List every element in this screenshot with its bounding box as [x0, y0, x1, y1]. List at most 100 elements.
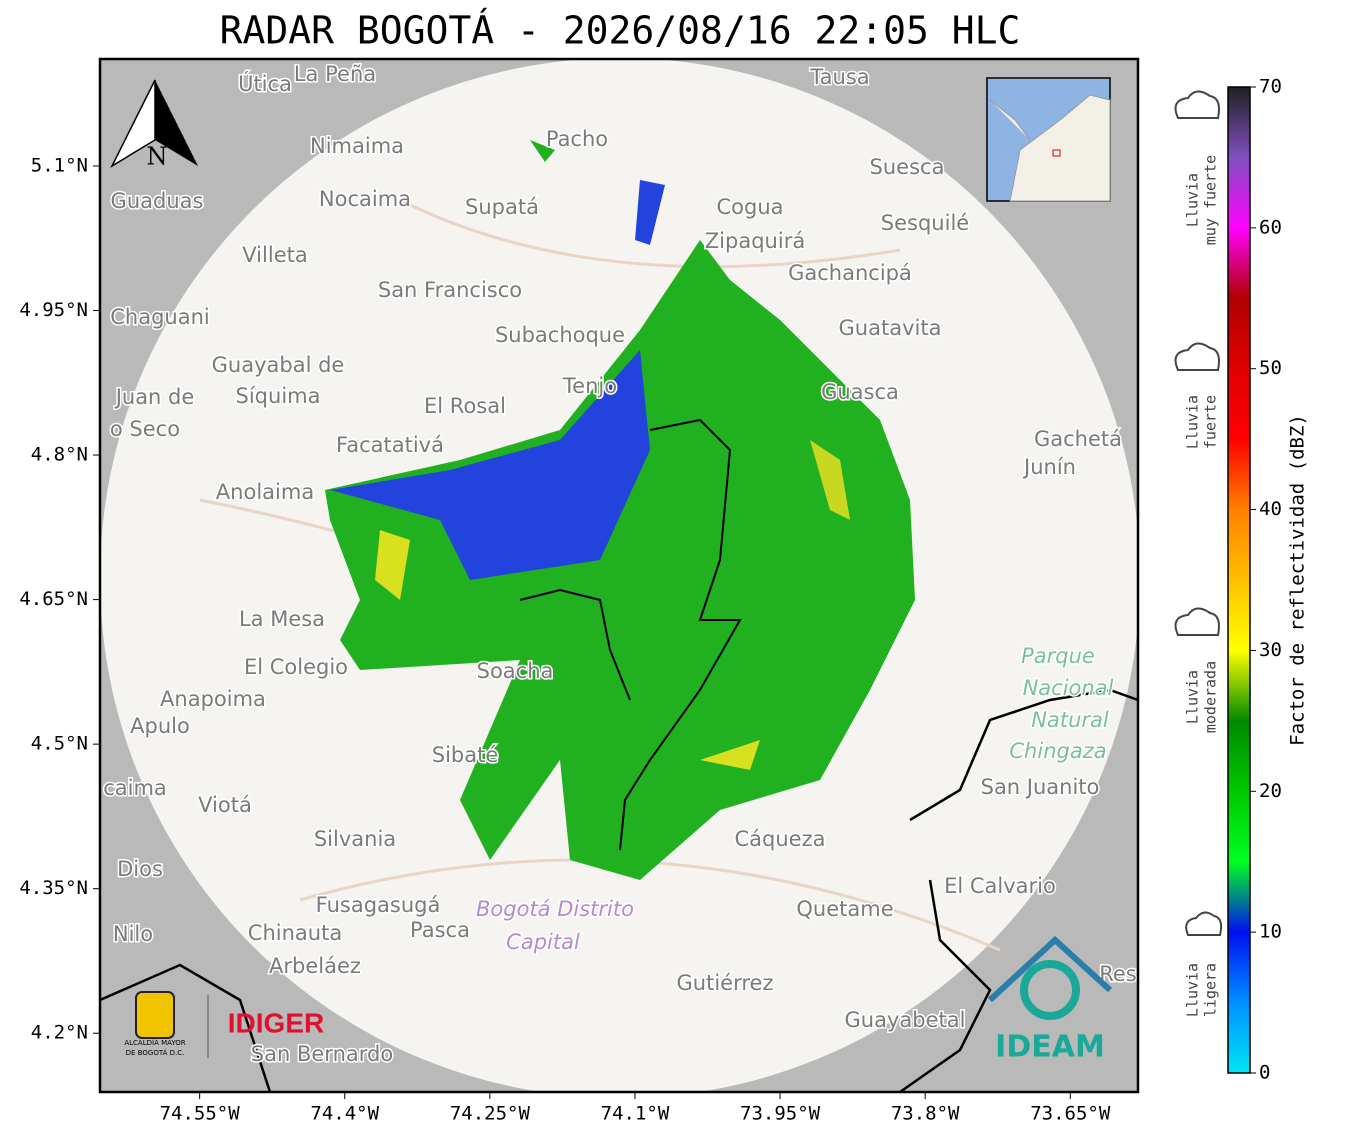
y-tick-label: 4.65°N	[19, 588, 88, 610]
colorbar-tick-label: 70	[1259, 76, 1282, 98]
colorbar-tick-label: 30	[1259, 639, 1282, 661]
y-tick-label: 4.2°N	[31, 1022, 88, 1044]
y-tick-label: 4.95°N	[19, 299, 88, 321]
place-label: Nilo	[113, 922, 153, 946]
map: Útica La Peña Tausa Pacho Nimaima Guaduas Noca…	[100, 59, 1138, 1092]
colorbar	[1227, 86, 1251, 1074]
y-tick-label: 4.5°N	[31, 733, 88, 755]
rain-level-label: Lluvia	[1184, 395, 1202, 449]
colorbar-axis: 0 10 20 30 40 50 60 70	[1250, 76, 1282, 1084]
north-label: N	[147, 143, 168, 171]
place-label: Apulo	[130, 714, 190, 738]
place-label: Nacional	[1023, 676, 1114, 700]
place-label: Zipaquirá	[705, 229, 805, 253]
place-label: Sesquilé	[881, 211, 969, 235]
place-label: Nimaima	[310, 134, 404, 158]
radar-echo	[325, 140, 915, 880]
place-label: o Seco	[110, 417, 180, 441]
place-label: Sibaté	[432, 743, 499, 767]
place-label: Gutiérrez	[677, 971, 774, 995]
place-label: Subachoque	[495, 323, 625, 347]
place-label: Guayabal de	[212, 353, 345, 377]
rain-level-label: fuerte	[1202, 395, 1220, 449]
title: RADAR BOGOTÁ - 2026/08/16 22:05 HLC	[220, 9, 1021, 53]
x-tick-label: 73.95°W	[740, 1103, 821, 1125]
place-label: San Francisco	[378, 278, 522, 302]
colorbar-tick-label: 40	[1259, 498, 1282, 520]
rain-level-label: moderada	[1202, 661, 1220, 733]
place-label: Facatativá	[336, 433, 444, 457]
place-label: Útica	[238, 71, 292, 96]
place-label: Pasca	[410, 918, 470, 942]
place-label: Nocaima	[319, 187, 411, 211]
place-label: Cáqueza	[735, 827, 826, 851]
logo-text: DE BOGOTÁ D.C.	[126, 1048, 185, 1057]
colorbar-tick-label: 0	[1259, 1062, 1270, 1084]
place-label: Anapoima	[160, 687, 266, 711]
colorbar-tick-label: 10	[1259, 921, 1282, 943]
map-frame	[98, 57, 1140, 1094]
x-tick-label: 74.1°W	[601, 1103, 670, 1125]
place-label: Guaduas	[111, 189, 204, 213]
place-label: Soacha	[477, 659, 554, 683]
place-label: El Calvario	[944, 874, 1056, 898]
place-label: Villeta	[242, 243, 307, 267]
place-label: El Rosal	[424, 394, 506, 418]
place-label: Tausa	[809, 65, 869, 89]
place-label: Chingaza	[1009, 739, 1106, 763]
place-label: Bogotá Distrito	[476, 897, 634, 921]
place-label: Chinauta	[248, 921, 342, 945]
place-label: Anolaima	[216, 480, 314, 504]
colorbar-tick-label: 50	[1259, 357, 1282, 379]
place-label: Fusagasugá	[316, 893, 441, 917]
inset-map	[986, 77, 1111, 202]
colorbar-tick-label: 60	[1259, 216, 1282, 238]
place-label: Chaguani	[110, 305, 210, 329]
place-label: Pacho	[546, 127, 608, 151]
rain-level-label: muy fuerte	[1202, 155, 1220, 245]
place-label: Dios	[117, 857, 163, 881]
place-label: Síquima	[236, 384, 321, 408]
place-label: Natural	[1031, 708, 1109, 732]
rain-level-label: Lluvia	[1184, 963, 1202, 1017]
x-tick-label: 73.8°W	[891, 1103, 960, 1125]
place-label: San Juanito	[981, 775, 1100, 799]
north-arrow: N	[110, 79, 198, 171]
place-label: Arbeláez	[269, 954, 361, 978]
place-label: Viotá	[198, 793, 252, 817]
x-tick-label: 74.4°W	[310, 1103, 379, 1125]
place-label: La Mesa	[239, 607, 325, 631]
x-tick-label: 74.25°W	[450, 1103, 531, 1125]
place-label: Gachetá	[1034, 427, 1122, 451]
x-tick-label: 73.65°W	[1030, 1103, 1111, 1125]
place-label: Quetame	[796, 897, 893, 921]
logo-text: IDIGER	[228, 1007, 324, 1038]
logo-text: ALCALDÍA MAYOR	[124, 1038, 185, 1047]
place-label: Parque	[1021, 644, 1095, 668]
rain-level-label: Lluvia	[1184, 670, 1202, 724]
axes: 74.55°W 74.4°W 74.25°W 74.1°W 73.95°W 73.8°W 7…	[19, 154, 1111, 1124]
place-label: Silvania	[314, 827, 396, 851]
place-label: Tenjo	[562, 374, 617, 398]
rain-level-label: Lluvia	[1184, 173, 1202, 227]
place-labels: Útica La Peña Tausa Pacho Nimaima Guaduas Noca…	[102, 61, 1138, 1068]
y-tick-label: 4.35°N	[19, 877, 88, 899]
colorbar-label: Factor de reflectividad (dBZ)	[1287, 414, 1309, 746]
place-label: Supatá	[465, 195, 539, 219]
place-label: Guatavita	[839, 316, 942, 340]
place-label: Gachancipá	[788, 261, 912, 285]
place-label: Cogua	[716, 195, 783, 219]
place-label: Capital	[506, 930, 580, 954]
x-tick-label: 74.55°W	[160, 1103, 241, 1125]
place-label: caima	[103, 776, 167, 800]
logo-text: IDEAM	[995, 1030, 1105, 1065]
place-label: Junín	[1022, 455, 1076, 479]
rain-level-label: ligera	[1202, 963, 1220, 1017]
logos: ALCALDÍA MAYOR DE BOGOTÁ D.C. IDIGER IDE…	[124, 935, 1113, 1065]
y-tick-label: 5.1°N	[31, 154, 88, 176]
place-label: Juan de	[114, 385, 195, 409]
colorbar-tick-label: 20	[1259, 780, 1282, 802]
place-label: Guayabetal	[845, 1008, 966, 1032]
place-label: El Colegio	[244, 655, 348, 679]
